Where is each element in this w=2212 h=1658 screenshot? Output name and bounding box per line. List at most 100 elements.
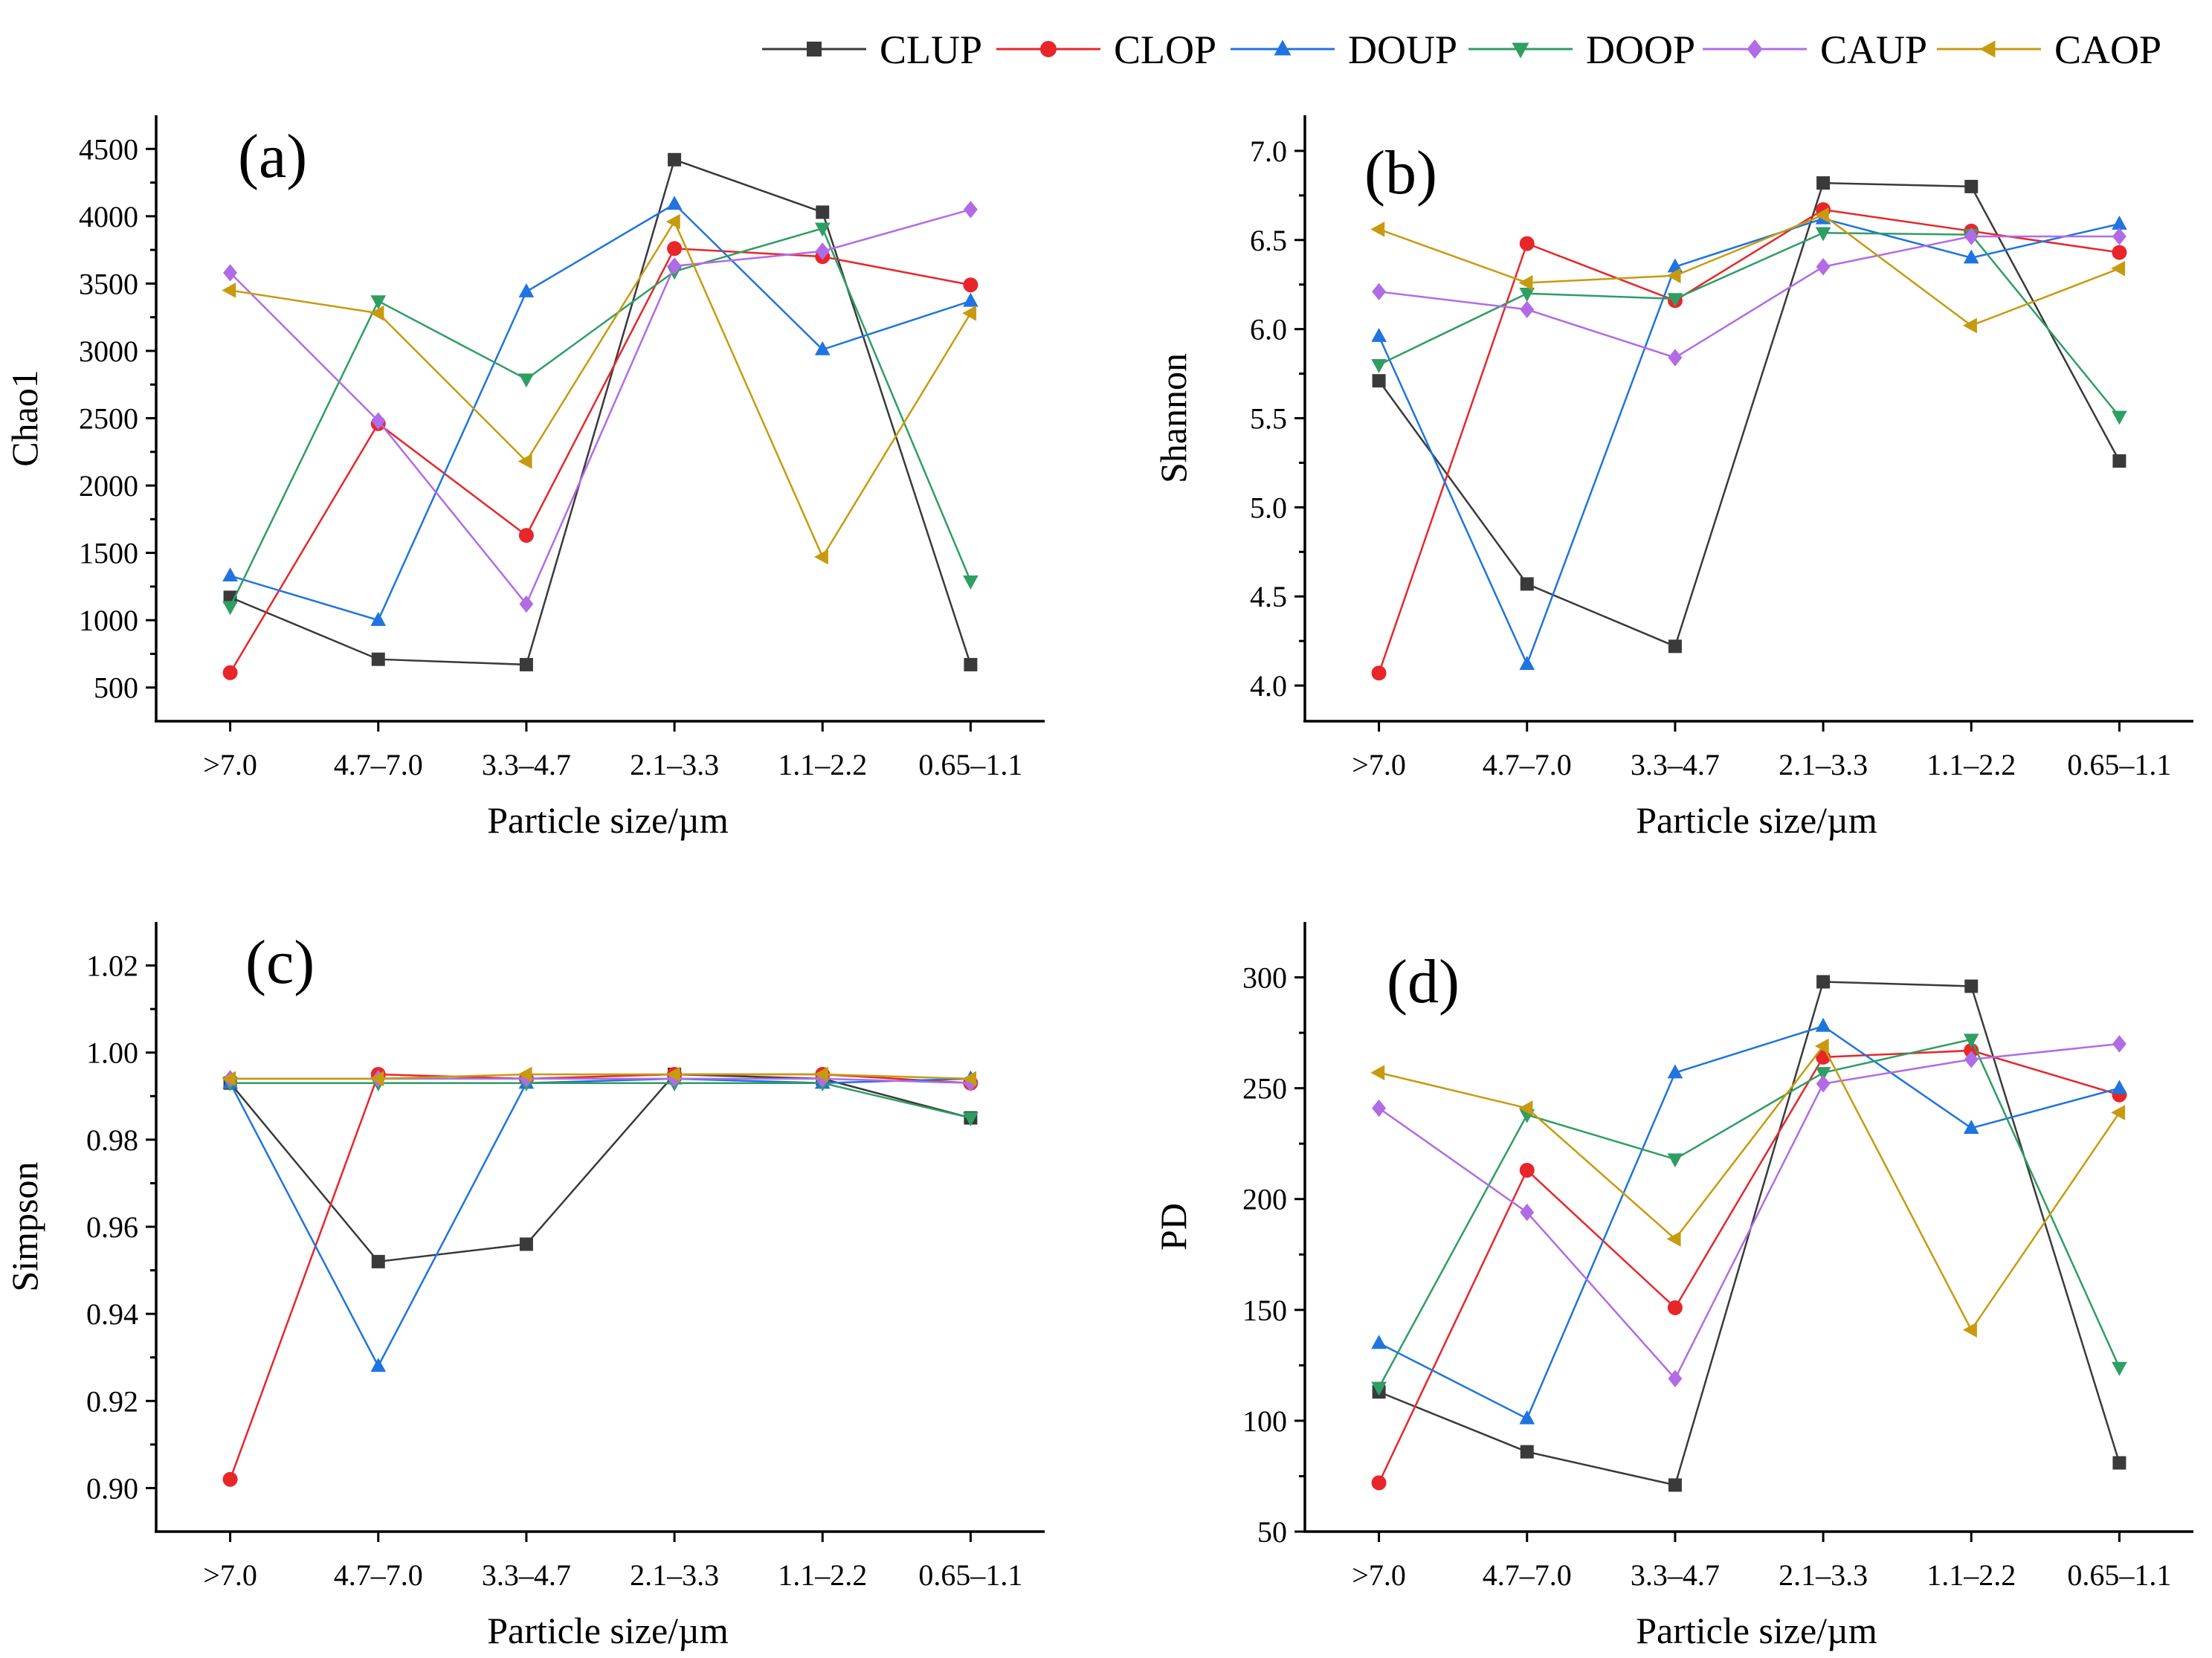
data-point-caop (1666, 1231, 1681, 1247)
x-tick-label: 3.3–4.7 (1631, 1558, 1720, 1592)
data-point-caup (963, 201, 978, 219)
legend-label-doop: DOOP (1586, 28, 1695, 72)
data-point-doup (2112, 1080, 2127, 1094)
x-tick-label: 2.1–3.3 (630, 1558, 719, 1592)
series-clop (1371, 1042, 2127, 1491)
x-axis-title: Particle size/µm (1636, 1610, 1877, 1651)
series-line-caup (1379, 235, 2120, 359)
data-point-clop (2112, 245, 2127, 260)
series-line-clup (1378, 181, 2121, 648)
data-point-doup (2112, 215, 2127, 230)
y-tick-label: 150 (1242, 1294, 1287, 1327)
data-point-caup (1816, 258, 1831, 276)
x-tick-label: 2.1–3.3 (1779, 748, 1868, 781)
data-point-clup (1964, 979, 1979, 993)
series-line-doup (230, 202, 971, 622)
panel-label: (a) (238, 122, 307, 191)
panel-c: 0.90 0.92 0.94 0.96 0.98 1.00 1.02 >7.0 4.7–7.0 3… (4, 922, 1045, 1651)
data-point-caup (371, 412, 386, 430)
series-doop (222, 222, 978, 616)
series-line-caop (1379, 213, 2120, 327)
data-point-caup (815, 242, 830, 260)
data-point-doup (1963, 249, 1979, 264)
data-point-caop (1666, 268, 1681, 284)
data-point-caop (1370, 222, 1385, 237)
x-tick-label: >7.0 (1352, 748, 1406, 781)
data-point-doup (1371, 327, 1387, 342)
y-tick-label: 2000 (79, 469, 138, 503)
legend-label-clop: CLOP (1114, 28, 1216, 72)
data-point-doop (222, 601, 238, 616)
data-point-clup (1668, 1478, 1682, 1492)
series-doop (1371, 1033, 2127, 1396)
y-tick-label: 1.00 (86, 1036, 138, 1070)
data-point-doup (963, 292, 978, 307)
data-point-doop (814, 222, 831, 237)
data-point-doup (666, 196, 683, 210)
y-tick-label: 250 (1242, 1072, 1287, 1106)
y-ticks: 50 100 150 200 250 300 (1242, 961, 1305, 1549)
y-tick-label: 1500 (79, 537, 138, 570)
data-point-caop (1963, 317, 1977, 334)
y-ticks: 4.0 4.5 5.0 5.5 6.0 6.5 7.0 (1250, 135, 1305, 703)
x-ticks: >7.0 4.7–7.0 3.3–4.7 2.1–3.3 1.1–2.2 0.65–1.1 (1352, 1532, 2171, 1592)
data-point-clup (964, 657, 978, 671)
x-tick-label: 0.65–1.1 (2067, 748, 2171, 781)
x-tick-label: 0.65–1.1 (918, 748, 1022, 781)
data-point-clup (816, 205, 830, 219)
data-point-caup (519, 595, 534, 613)
data-point-caop (1518, 274, 1533, 291)
y-axis-title: Shannon (1152, 353, 1194, 483)
data-point-clop (1371, 665, 1387, 681)
data-point-caop (517, 1066, 532, 1083)
series-line-caup (229, 208, 971, 606)
panel-d: 50 100 150 200 250 300 >7.0 4.7–7.0 3.3–4.7 2.1–3… (1152, 922, 2193, 1651)
data-point-caup (1520, 300, 1535, 318)
data-point-caop (814, 549, 828, 565)
series-line-doup (229, 1077, 971, 1369)
panel-b: 4.0 4.5 5.0 5.5 6.0 6.5 7.0 >7.0 4.7–7.0 3.3–4.7 2… (1152, 115, 2193, 841)
legend-item-doup: DOUP (1231, 28, 1457, 72)
y-tick-label: 6.5 (1250, 224, 1287, 257)
data-point-doup (1667, 258, 1683, 273)
x-tick-label: 4.7–7.0 (334, 1558, 423, 1592)
data-point-caop (1814, 207, 1829, 223)
x-tick-label: 3.3–4.7 (482, 748, 571, 781)
y-tick-label: 4.5 (1250, 580, 1287, 613)
series-doup (1371, 210, 2127, 670)
legend-label-clup: CLUP (880, 28, 982, 72)
y-tick-label: 100 (1242, 1404, 1287, 1438)
series-caup (1372, 228, 2126, 367)
data-point-doup (1815, 1017, 1831, 1032)
y-axis-title: Chao1 (4, 370, 45, 467)
data-point-clop (1519, 1162, 1535, 1178)
data-point-doop (1815, 1067, 1831, 1082)
series-line-clup (230, 158, 972, 666)
y-tick-label: 7.0 (1250, 135, 1287, 168)
series-caop (222, 213, 977, 565)
data-point-doup (814, 341, 831, 355)
y-tick-label: 50 (1257, 1515, 1287, 1549)
legend-item-clup: CLUP (762, 28, 982, 72)
data-point-doop (1371, 358, 1387, 373)
data-point-clup (1816, 176, 1831, 190)
y-tick-label: 5.5 (1250, 402, 1287, 436)
series-line-doup (1379, 1025, 2120, 1420)
series-line-caop (230, 1073, 971, 1080)
data-point-clop (1667, 1300, 1683, 1315)
series-line-doop (229, 227, 972, 607)
data-point-caop (2111, 260, 2126, 277)
series-line-doup (1378, 217, 2120, 667)
data-point-caup (667, 257, 682, 275)
data-point-doop (1667, 1153, 1683, 1168)
data-point-clop (1371, 1475, 1387, 1491)
data-point-doup (1963, 1120, 1979, 1134)
data-point-clup (371, 1254, 385, 1268)
data-point-caop (1518, 1100, 1533, 1116)
data-point-caop (1814, 1038, 1829, 1054)
series-caup (1372, 1035, 2126, 1387)
data-point-caop (222, 283, 236, 298)
series-line-doop (1379, 231, 2121, 417)
y-tick-label: 1.02 (86, 949, 138, 983)
